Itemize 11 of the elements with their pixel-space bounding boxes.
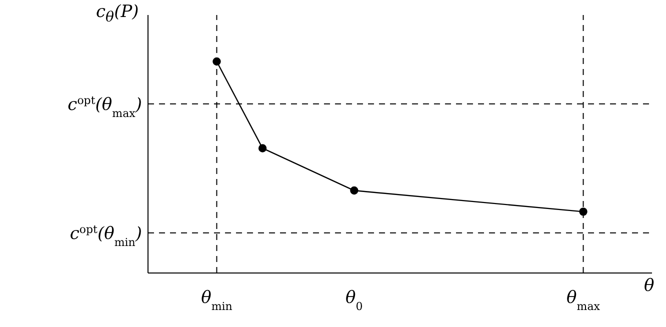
point	[350, 186, 358, 195]
x-axis-title: θ	[644, 276, 654, 296]
x-tick-label: θ$_{max}$	[566, 288, 601, 312]
point	[579, 208, 588, 216]
ref-line-label: c$^{opt}$(θ$_{min}$)	[70, 222, 142, 248]
point	[212, 57, 221, 66]
x-tick-label: θ$_{0}$	[346, 288, 363, 312]
point	[258, 144, 267, 152]
y-axis-title: c$_{θ}$(P)	[96, 2, 139, 26]
ref-line-label: c$^{opt}$(θ$_{max}$)	[68, 93, 142, 120]
x-tick-label: θ$_{min}$	[201, 288, 232, 312]
